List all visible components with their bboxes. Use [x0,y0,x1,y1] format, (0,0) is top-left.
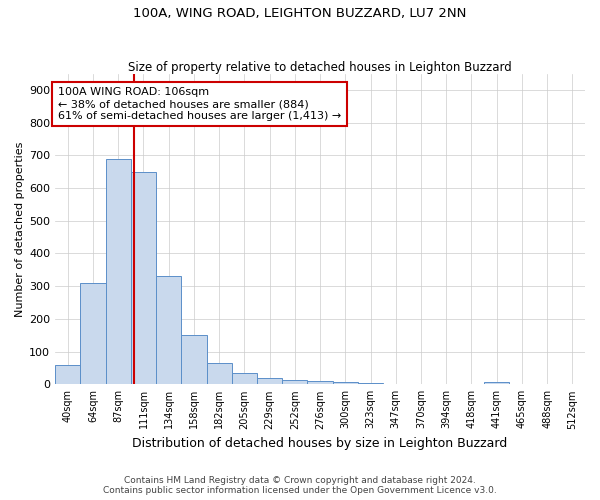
Bar [156,276,181,384]
Bar [80,283,106,384]
Bar [232,373,257,384]
Bar [307,381,332,384]
Text: Contains HM Land Registry data © Crown copyright and database right 2024.
Contai: Contains HM Land Registry data © Crown c… [103,476,497,495]
Bar [484,382,509,384]
Text: 100A, WING ROAD, LEIGHTON BUZZARD, LU7 2NN: 100A, WING ROAD, LEIGHTON BUZZARD, LU7 2… [133,8,467,20]
Bar [332,382,358,384]
Bar [282,380,307,384]
Text: 100A WING ROAD: 106sqm
← 38% of detached houses are smaller (884)
61% of semi-de: 100A WING ROAD: 106sqm ← 38% of detached… [58,88,341,120]
Bar [181,335,206,384]
Bar [257,378,282,384]
Y-axis label: Number of detached properties: Number of detached properties [15,141,25,316]
Bar [131,172,156,384]
Bar [358,382,383,384]
Bar [106,158,131,384]
Title: Size of property relative to detached houses in Leighton Buzzard: Size of property relative to detached ho… [128,60,512,74]
Bar [55,364,80,384]
Bar [206,363,232,384]
X-axis label: Distribution of detached houses by size in Leighton Buzzard: Distribution of detached houses by size … [133,437,508,450]
